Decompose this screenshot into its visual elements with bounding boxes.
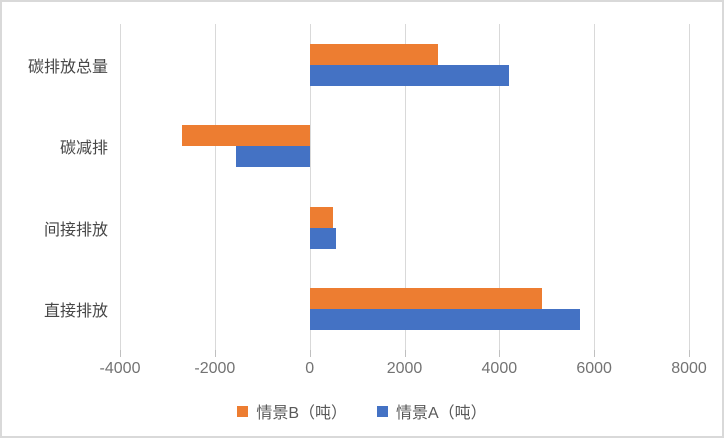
axis-tick--2000 [214,350,216,357]
gridline-6000 [594,24,596,350]
gridline-2000 [404,24,406,350]
axis-tick-0 [309,350,311,357]
axis-tick-label-2000: 2000 [386,360,423,377]
category-label-1: 碳减排 [59,140,108,158]
bar-scenario-a-0 [309,64,509,86]
legend-item-scenario-b: 情景B（吨） [237,399,347,423]
category-label-0: 碳排放总量 [27,58,108,76]
axis-tick-label-4000: 4000 [481,360,518,377]
plot-area [120,24,690,350]
legend-item-scenario-a: 情景A（吨） [377,399,487,423]
legend-label-scenario-a: 情景A（吨） [396,405,487,422]
axis-tick-4000 [499,350,501,357]
bar-scenario-a-2 [309,227,336,249]
bar-scenario-b-2 [309,206,334,228]
gridline-0 [309,24,311,350]
legend-label-scenario-b: 情景B（吨） [256,405,347,422]
axis-tick-label-6000: 6000 [576,360,612,377]
gridline--4000 [120,24,121,350]
axis-tick-8000 [689,350,690,357]
legend-swatch-scenario-b [237,405,249,417]
legend: 情景B（吨） 情景A（吨） [2,399,722,423]
value-axis-ticks [120,350,690,357]
axis-tick-2000 [404,350,406,357]
bar-scenario-b-3 [309,288,542,310]
gridline--2000 [214,24,216,350]
value-axis-labels: -4000 -2000 0 2000 4000 6000 8000 [100,360,707,382]
gridline-4000 [499,24,501,350]
category-label-3: 直接排放 [43,303,108,321]
axis-tick-label-8000: 8000 [671,360,707,377]
bar-scenario-b-0 [309,43,438,65]
bar-scenario-a-3 [309,309,580,331]
bar-scenario-b-1 [181,125,310,147]
category-axis: 碳排放总量碳减排间接排放直接排放 [2,24,108,350]
legend-swatch-scenario-a [377,405,388,417]
axis-tick-label--2000: -2000 [194,360,236,377]
category-label-2: 间接排放 [43,221,108,239]
axis-tick--4000 [120,350,121,357]
axis-tick-label--4000: -4000 [99,360,141,377]
gridline-8000 [689,24,690,350]
bar-scenario-a-1 [236,146,310,168]
axis-tick-6000 [594,350,596,357]
axis-tick-label-0: 0 [305,360,315,377]
